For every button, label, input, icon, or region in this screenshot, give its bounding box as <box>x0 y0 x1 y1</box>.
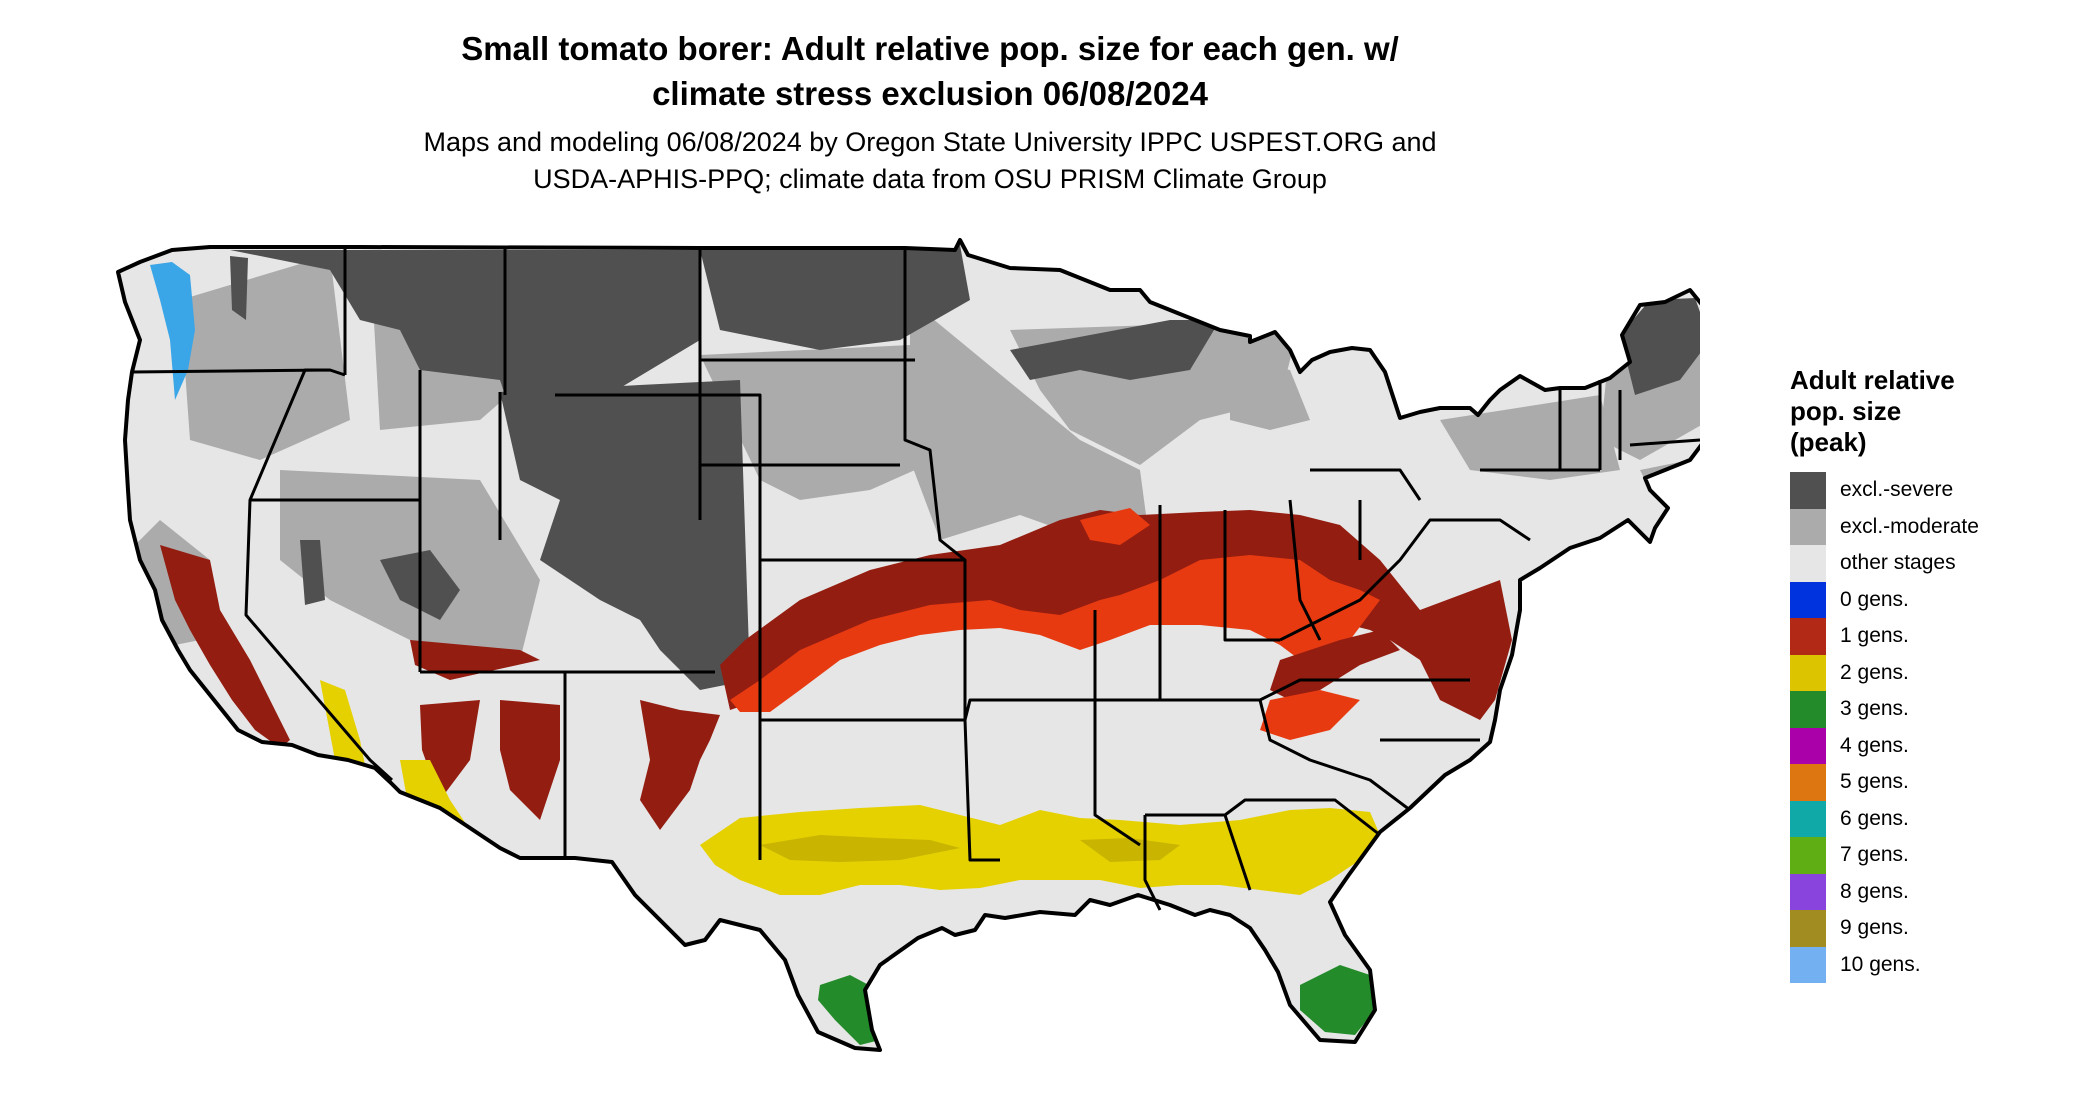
us-map <box>116 238 1700 1052</box>
legend-title: Adult relative pop. size (peak) <box>1790 365 1979 458</box>
legend-label: other stages <box>1840 551 1956 575</box>
legend-swatch <box>1790 873 1826 910</box>
zero-gen-spots <box>150 262 195 400</box>
legend-item: other stages <box>1790 545 1979 582</box>
legend-swatch <box>1790 472 1826 509</box>
map-title: Small tomato borer: Adult relative pop. … <box>330 26 1530 116</box>
legend-swatch <box>1790 654 1826 691</box>
legend-item: 6 gens. <box>1790 800 1979 837</box>
legend-swatch <box>1790 910 1826 947</box>
legend-item: excl.-moderate <box>1790 508 1979 545</box>
legend-title-line-1: Adult relative <box>1790 365 1955 395</box>
excl-severe-regions <box>230 245 1700 690</box>
legend-title-line-2: pop. size <box>1790 396 1902 426</box>
legend-label: 4 gens. <box>1840 733 1909 757</box>
legend-swatch <box>1790 946 1826 983</box>
legend-item: 4 gens. <box>1790 727 1979 764</box>
legend-item: 3 gens. <box>1790 691 1979 728</box>
legend-item: 1 gens. <box>1790 618 1979 655</box>
legend-label: 9 gens. <box>1840 916 1909 940</box>
legend-label: excl.-severe <box>1840 478 1954 502</box>
legend-label: 0 gens. <box>1840 587 1909 611</box>
legend-item: 10 gens. <box>1790 946 1979 983</box>
legend-swatch <box>1790 764 1826 801</box>
map-subtitle: Maps and modeling 06/08/2024 by Oregon S… <box>330 124 1530 198</box>
legend-label: 10 gens. <box>1840 952 1921 976</box>
legend-item: 5 gens. <box>1790 764 1979 801</box>
subtitle-line-2: USDA-APHIS-PPQ; climate data from OSU PR… <box>533 164 1327 194</box>
legend-label: excl.-moderate <box>1840 514 1979 538</box>
legend-label: 8 gens. <box>1840 879 1909 903</box>
legend-swatch <box>1790 545 1826 582</box>
legend-swatch <box>1790 508 1826 545</box>
legend-swatch <box>1790 618 1826 655</box>
legend: Adult relative pop. size (peak) excl.-se… <box>1790 365 1979 983</box>
legend-swatch <box>1790 837 1826 874</box>
legend-swatch <box>1790 691 1826 728</box>
title-line-1: Small tomato borer: Adult relative pop. … <box>461 30 1399 67</box>
legend-label: 3 gens. <box>1840 697 1909 721</box>
subtitle-line-1: Maps and modeling 06/08/2024 by Oregon S… <box>423 127 1437 157</box>
one-gen-regions <box>160 508 1512 830</box>
legend-label: 2 gens. <box>1840 660 1909 684</box>
legend-title-line-3: (peak) <box>1790 427 1867 457</box>
legend-item: 7 gens. <box>1790 837 1979 874</box>
legend-swatch <box>1790 581 1826 618</box>
legend-item: 2 gens. <box>1790 654 1979 691</box>
legend-label: 6 gens. <box>1840 806 1909 830</box>
legend-swatch <box>1790 800 1826 837</box>
legend-item: 9 gens. <box>1790 910 1979 947</box>
legend-item: excl.-severe <box>1790 472 1979 509</box>
legend-item: 8 gens. <box>1790 873 1979 910</box>
state-borders <box>116 238 1700 1052</box>
legend-label: 1 gens. <box>1840 624 1909 648</box>
legend-label: 5 gens. <box>1840 770 1909 794</box>
legend-label: 7 gens. <box>1840 843 1909 867</box>
legend-items: excl.-severe excl.-moderate other stages 0 … <box>1790 472 1979 983</box>
legend-item: 0 gens. <box>1790 581 1979 618</box>
legend-swatch <box>1790 727 1826 764</box>
title-line-2: climate stress exclusion 06/08/2024 <box>652 75 1208 112</box>
